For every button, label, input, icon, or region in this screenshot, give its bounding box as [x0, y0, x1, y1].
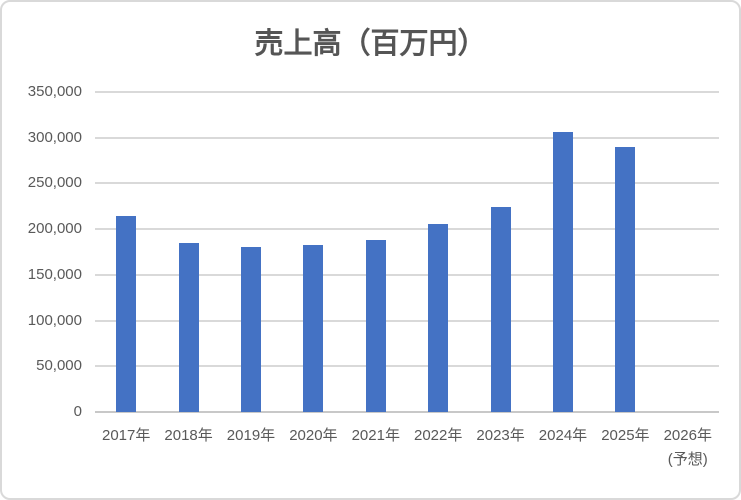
x-category-label: 2023年 — [469, 424, 531, 448]
gridline — [95, 182, 719, 185]
x-category-label: 2024年 — [532, 424, 594, 448]
x-category-note: (予想) — [667, 451, 708, 468]
x-category-text: 2020年 — [289, 427, 338, 444]
gridline — [95, 91, 719, 93]
bar-2017年 — [116, 216, 137, 412]
y-tick-label: 0 — [73, 403, 82, 420]
x-category-text: 2023年 — [476, 427, 525, 444]
plot-area — [95, 91, 719, 413]
bar-2021年 — [365, 240, 386, 412]
bar-2018年 — [178, 242, 199, 412]
bar-2025年 — [615, 146, 636, 412]
x-category-text: 2017年 — [102, 427, 151, 444]
gridline — [95, 319, 719, 322]
x-category-label: 2018年 — [157, 424, 219, 448]
y-axis: 0 50,000 100,000 150,000 200,000 250,000 300,0… — [2, 83, 82, 420]
bar-2019年 — [241, 247, 261, 412]
y-tick-label: 150,000 — [27, 265, 82, 283]
x-category-text: 2022年 — [414, 427, 463, 444]
bar-2023年 — [490, 207, 511, 412]
x-category-label: 2019年 — [220, 424, 282, 448]
bar-2024年 — [553, 132, 573, 412]
gridline — [95, 228, 719, 231]
chart-title: 売上高（百万円） — [254, 28, 487, 60]
y-tick-label: 100,000 — [27, 311, 82, 329]
x-category-label: 2020年 — [282, 424, 344, 448]
x-category-label: 2025年 — [594, 424, 656, 448]
x-category-text: 2024年 — [538, 427, 588, 444]
y-tick-label: 50,000 — [36, 357, 82, 375]
x-category-label: 2022年 — [407, 424, 469, 448]
x-axis-line — [95, 411, 719, 413]
gridline — [95, 365, 719, 368]
gridline — [95, 136, 719, 139]
x-category-text: 2018年 — [164, 427, 213, 444]
x-category-text: 2026年 — [663, 427, 712, 444]
bar-2020年 — [303, 244, 324, 412]
y-tick-label: 300,000 — [27, 128, 82, 146]
x-category-text: 2019年 — [226, 427, 276, 444]
x-category-label: 2026年 (予想) — [657, 424, 719, 472]
gridline — [95, 273, 719, 276]
x-category-label: 2021年 — [345, 424, 407, 448]
bar-2022年 — [428, 223, 449, 412]
y-tick-label: 250,000 — [27, 174, 82, 192]
x-category-label: 2017年 — [95, 424, 157, 448]
y-tick-label: 200,000 — [27, 220, 82, 238]
x-category-text: 2021年 — [351, 427, 400, 444]
y-tick-label: 350,000 — [27, 83, 82, 100]
x-category-text: 2025年 — [601, 427, 650, 444]
